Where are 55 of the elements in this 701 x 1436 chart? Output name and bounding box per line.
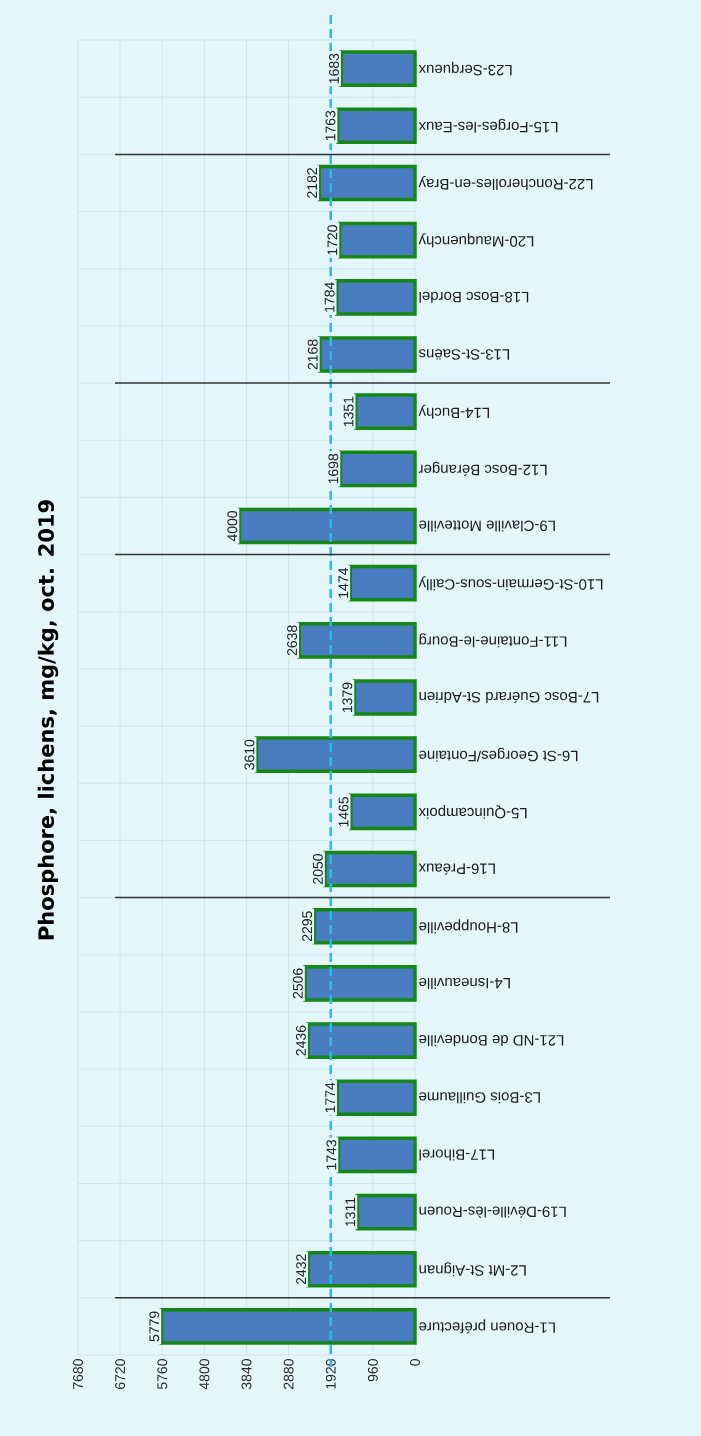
- y-tick-label: L21-ND de Bondeville: [419, 1035, 564, 1047]
- y-tick-label: L5-Quincampoix: [418, 804, 527, 819]
- data-label: 1351: [343, 396, 354, 427]
- data-label: 3610: [244, 739, 255, 770]
- data-label: 2432: [296, 1254, 307, 1285]
- data-label: 1720: [327, 225, 338, 255]
- x-tick-label: 0: [410, 1359, 420, 1366]
- data-label: 2436: [295, 1025, 306, 1056]
- y-tick-label: L17-Bihorel: [419, 1149, 495, 1161]
- y-tick-label: L20-Mauquenchy: [418, 233, 534, 248]
- data-label: 1763: [325, 110, 336, 141]
- y-tick-label: L22-Roncherolles-en-Bray: [418, 175, 593, 190]
- data-label: 2050: [312, 854, 323, 884]
- y-tick-label: L9-Claville Motteville: [419, 520, 555, 532]
- x-tick-label: 7680: [73, 1359, 83, 1389]
- data-label: 1465: [338, 796, 349, 827]
- y-tick-label: L15-Forges-les-Eaux: [418, 118, 558, 133]
- data-label: 5779: [149, 1311, 160, 1342]
- y-tick-label: L6-St Georges/Fontaine: [419, 747, 578, 762]
- y-tick-label: L1-Rouen préfecture: [419, 1319, 555, 1334]
- data-label: 2638: [287, 625, 298, 656]
- y-tick-label: L19-Déville-lès-Rouen: [419, 1206, 566, 1218]
- data-label: 1784: [324, 282, 335, 312]
- data-label: 1311: [345, 1197, 356, 1227]
- data-label: 1683: [329, 53, 339, 84]
- x-tick-label: 4800: [199, 1359, 210, 1390]
- y-tick-label: L2-Mt St-Aignan: [419, 1262, 526, 1277]
- y-tick-label: L14-Buchy: [418, 404, 490, 419]
- y-tick-label: L11-Fontaine-le-Bourg: [419, 633, 567, 648]
- y-tick-label: L3-Bois Guillaume: [419, 1092, 540, 1104]
- y-tick-label: L23-Serqueux: [418, 61, 512, 76]
- data-label: 4000: [227, 510, 238, 542]
- data-label: 1774: [325, 1082, 335, 1113]
- y-tick-label: L16-Préaux: [418, 863, 495, 875]
- data-label: 1474: [338, 568, 349, 598]
- y-tick-label: L8-Houppeville: [419, 919, 518, 934]
- y-tick-label: L10-St-Germain-sous-Cailly: [418, 576, 603, 591]
- data-label: 1743: [326, 1139, 337, 1170]
- data-label: 2182: [307, 168, 318, 198]
- x-tick-label: 3840: [241, 1359, 252, 1390]
- x-tick-label: 6720: [115, 1359, 126, 1389]
- y-tick-label: L12-Bosc Béranger: [418, 461, 547, 476]
- data-label: 2295: [302, 911, 313, 942]
- y-tick-label: L18-Bosc Bordel: [419, 291, 529, 303]
- data-label: 2168: [307, 339, 318, 370]
- data-label: 2506: [292, 968, 303, 999]
- data-label: 1379: [342, 682, 353, 713]
- text: Phosphore, lichens, mg/kg, oct. 2019: [37, 500, 59, 940]
- x-tick-label: 960: [367, 1359, 378, 1382]
- y-tick-label: L7-Bosc Guérard St-Adrien: [419, 691, 599, 704]
- y-tick-label: L4-Isneauville: [419, 977, 510, 989]
- x-tick-label: 5760: [157, 1359, 168, 1390]
- x-tick-label: 2880: [283, 1359, 294, 1389]
- data-label: 1698: [328, 453, 339, 484]
- y-tick-label: L13-St-Saëns: [419, 349, 510, 360]
